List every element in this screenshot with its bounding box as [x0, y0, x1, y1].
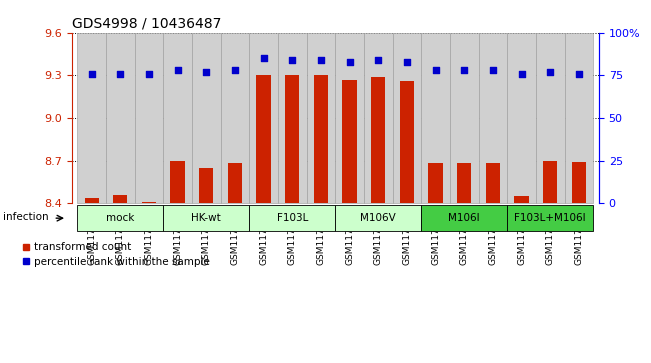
Bar	[199, 168, 214, 203]
Bar	[142, 202, 156, 203]
Bar	[371, 77, 385, 203]
Text: F103L: F103L	[277, 213, 308, 223]
Point	[430, 67, 441, 73]
Point	[115, 71, 126, 77]
Bar	[342, 79, 357, 203]
Point	[87, 71, 97, 77]
FancyBboxPatch shape	[249, 33, 278, 203]
Bar	[428, 163, 443, 203]
Point	[373, 57, 383, 63]
FancyBboxPatch shape	[135, 33, 163, 203]
FancyBboxPatch shape	[335, 205, 421, 231]
FancyBboxPatch shape	[163, 33, 192, 203]
Point	[230, 67, 240, 73]
FancyBboxPatch shape	[77, 205, 163, 231]
FancyBboxPatch shape	[163, 205, 249, 231]
Point	[402, 59, 412, 65]
FancyBboxPatch shape	[421, 205, 507, 231]
Text: F103L+M106I: F103L+M106I	[514, 213, 586, 223]
FancyBboxPatch shape	[307, 33, 335, 203]
FancyBboxPatch shape	[335, 33, 364, 203]
Point	[488, 67, 498, 73]
FancyBboxPatch shape	[393, 33, 421, 203]
Bar	[314, 75, 328, 203]
FancyBboxPatch shape	[364, 33, 393, 203]
FancyBboxPatch shape	[106, 33, 135, 203]
FancyBboxPatch shape	[507, 33, 536, 203]
Point	[316, 57, 326, 63]
Point	[201, 69, 212, 75]
Text: M106I: M106I	[449, 213, 480, 223]
FancyBboxPatch shape	[77, 33, 106, 203]
FancyBboxPatch shape	[450, 33, 478, 203]
Text: infection: infection	[3, 212, 49, 222]
Bar	[113, 195, 128, 203]
FancyBboxPatch shape	[564, 33, 593, 203]
Bar	[400, 81, 414, 203]
Point	[287, 57, 298, 63]
FancyBboxPatch shape	[278, 33, 307, 203]
Point	[258, 56, 269, 61]
FancyBboxPatch shape	[536, 33, 564, 203]
Text: HK-wt: HK-wt	[191, 213, 221, 223]
Point	[144, 71, 154, 77]
Text: mock: mock	[106, 213, 135, 223]
Text: GDS4998 / 10436487: GDS4998 / 10436487	[72, 16, 221, 30]
FancyBboxPatch shape	[192, 33, 221, 203]
Bar	[228, 163, 242, 203]
FancyBboxPatch shape	[221, 33, 249, 203]
FancyBboxPatch shape	[478, 33, 507, 203]
FancyBboxPatch shape	[249, 205, 335, 231]
Point	[545, 69, 555, 75]
Bar	[256, 75, 271, 203]
Bar	[572, 162, 586, 203]
Point	[459, 67, 469, 73]
Bar	[171, 161, 185, 203]
Legend: transformed count, percentile rank within the sample: transformed count, percentile rank withi…	[18, 238, 214, 271]
FancyBboxPatch shape	[421, 33, 450, 203]
Point	[344, 59, 355, 65]
Bar	[285, 75, 299, 203]
Bar	[85, 197, 99, 203]
Point	[516, 71, 527, 77]
FancyBboxPatch shape	[507, 205, 593, 231]
Bar	[486, 163, 500, 203]
Point	[173, 67, 183, 73]
Point	[574, 71, 584, 77]
Bar	[457, 163, 471, 203]
Bar	[543, 161, 557, 203]
Text: M106V: M106V	[361, 213, 396, 223]
Bar	[514, 196, 529, 203]
